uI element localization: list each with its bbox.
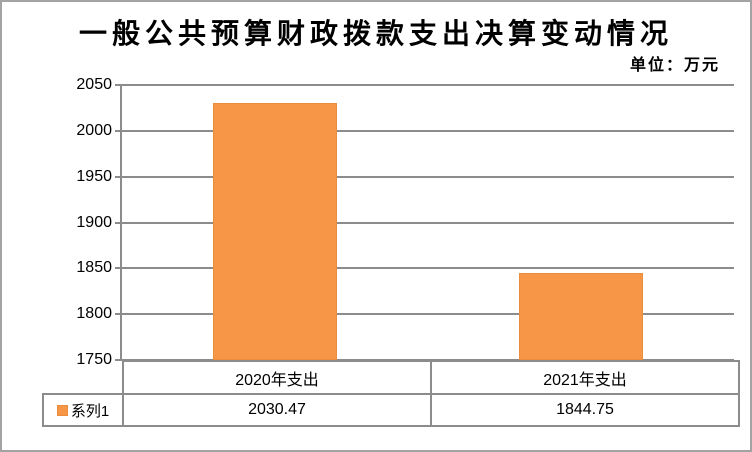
- gridline: [122, 267, 734, 269]
- gridline: [122, 176, 734, 178]
- table-corner-cell: [43, 361, 124, 394]
- legend-cell: 系列1: [42, 393, 124, 427]
- y-tick-mark: [115, 130, 122, 132]
- y-tick-mark: [115, 84, 122, 86]
- category-cell-2021: 2021年支出: [430, 360, 740, 395]
- unit-label: 单位：万元: [629, 57, 720, 74]
- category-row: 2020年支出 2021年支出: [43, 360, 740, 395]
- gridline: [122, 313, 734, 315]
- gridline: [122, 130, 734, 132]
- value-cell-2020: 2030.47: [122, 393, 432, 427]
- y-tick-label: 1900: [76, 214, 112, 231]
- y-tick-mark: [115, 176, 122, 178]
- y-tick-label: 1950: [76, 168, 112, 185]
- category-cell-2020: 2020年支出: [122, 360, 432, 395]
- data-table: 2020年支出 2021年支出 系列1 2030.47 1844.75: [42, 360, 740, 427]
- y-tick-label: 2000: [76, 122, 112, 139]
- series-color-swatch-icon: [56, 404, 68, 416]
- plot-area: [115, 84, 734, 361]
- y-tick-mark: [115, 313, 122, 315]
- y-tick-mark: [115, 222, 122, 224]
- y-tick-mark: [115, 267, 122, 269]
- y-tick-label: 1850: [76, 259, 112, 276]
- bar-2020年支出[interactable]: [213, 103, 337, 360]
- value-row: 系列1 2030.47 1844.75: [42, 393, 740, 427]
- value-cell-2021: 1844.75: [430, 393, 740, 427]
- y-tick-mark: [115, 359, 122, 361]
- y-axis: 2050 2000 1950 1900 1850 1800 1750: [42, 76, 112, 368]
- y-tick-label: 2050: [76, 76, 112, 93]
- gridline: [122, 222, 734, 224]
- y-tick-label: 1800: [76, 305, 112, 322]
- gridline: [122, 359, 734, 361]
- legend-series-label: 系列1: [70, 402, 110, 420]
- gridline: [122, 84, 734, 86]
- chart-title: 一般公共预算财政拨款支出决算变动情况: [78, 19, 673, 50]
- bar-2021年支出[interactable]: [519, 273, 643, 360]
